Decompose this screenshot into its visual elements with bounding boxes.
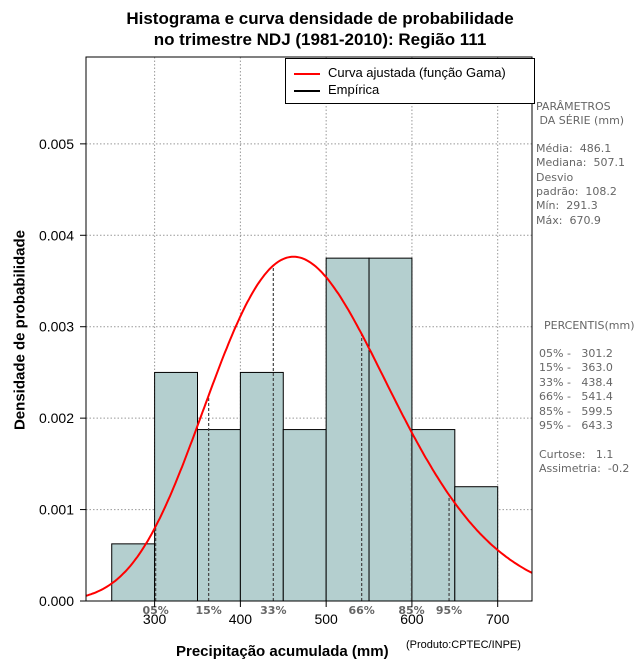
- y-tick-label: 0.005: [39, 136, 74, 152]
- params-title: PARÂMETROS: [536, 100, 611, 113]
- percentile-marker-label: 85%: [398, 604, 424, 617]
- x-tick-label: 500: [314, 611, 338, 627]
- percentile-marker-label: 33%: [260, 604, 286, 617]
- stat-skewness: Assimetria: -0.2: [539, 462, 630, 475]
- chart-title: Histograma e curva densidade de probabil…: [126, 9, 514, 28]
- percentile-05: 05% - 301.2: [539, 347, 613, 360]
- stat-median: Mediana: 507.1: [536, 156, 625, 169]
- percentile-33: 33% - 438.4: [539, 376, 613, 389]
- stat-mean: Média: 486.1: [536, 142, 612, 155]
- plot-frame: [85, 56, 533, 602]
- histogram-bar: [282, 429, 327, 602]
- legend-empirical-swatch: [294, 89, 320, 92]
- percentile-marker-label: 05%: [142, 604, 168, 617]
- chart-subtitle: no trimestre NDJ (1981-2010): Região 111: [153, 30, 487, 49]
- y-tick-label: 0.001: [39, 502, 74, 518]
- histogram-bar: [111, 543, 156, 602]
- y-tick-label: 0.003: [39, 319, 74, 335]
- percentile-marker-label: 95%: [436, 604, 462, 617]
- x-tick-label: 600: [400, 611, 424, 627]
- percentile-95: 95% - 643.3: [539, 419, 613, 432]
- stat-min: Mín: 291.3: [536, 199, 598, 212]
- legend-empirical-label: Empírica: [328, 82, 380, 97]
- histogram-bar: [197, 429, 241, 602]
- percentiles-title: PERCENTIS(mm): [544, 319, 635, 332]
- x-tick-label: 400: [229, 611, 253, 627]
- legend: Curva ajustada (função Gama) Empírica: [285, 58, 535, 104]
- x-tick-label: 700: [486, 611, 510, 627]
- histogram-bar: [411, 429, 456, 602]
- y-axis-label: Densidade de probabilidade: [11, 229, 29, 431]
- stat-sd: padrão: 108.2: [536, 185, 617, 198]
- histogram-bar: [154, 371, 199, 602]
- legend-item-curve: Curva ajustada (função Gama): [294, 64, 506, 82]
- legend-curve-swatch: [294, 72, 320, 75]
- gamma-curve: [86, 255, 532, 597]
- x-tick-label: 300: [143, 611, 167, 627]
- params-subtitle: DA SÉRIE (mm): [536, 114, 625, 127]
- percentile-marker-label: 66%: [348, 604, 374, 617]
- percentile-85: 85% - 599.5: [539, 405, 613, 418]
- y-tick-label: 0.004: [39, 227, 74, 243]
- histogram-bar: [239, 371, 284, 602]
- stat-max: Máx: 670.9: [536, 214, 601, 227]
- stat-kurtosis: Curtose: 1.1: [539, 448, 614, 461]
- percentile-15: 15% - 363.0: [539, 361, 613, 374]
- legend-curve-label: Curva ajustada (função Gama): [328, 65, 506, 80]
- product-credit: (Produto:CPTEC/INPE): [406, 639, 521, 651]
- histogram-bar: [368, 257, 413, 602]
- y-tick-label: 0.002: [39, 410, 74, 426]
- y-tick-label: 0.000: [39, 593, 74, 609]
- x-axis-label: Precipitação acumulada (mm): [176, 643, 389, 660]
- legend-item-empirical: Empírica: [294, 81, 379, 99]
- stat-sd-label: Desvio: [536, 171, 574, 184]
- percentile-marker-label: 15%: [195, 604, 221, 617]
- percentile-66: 66% - 541.4: [539, 390, 613, 403]
